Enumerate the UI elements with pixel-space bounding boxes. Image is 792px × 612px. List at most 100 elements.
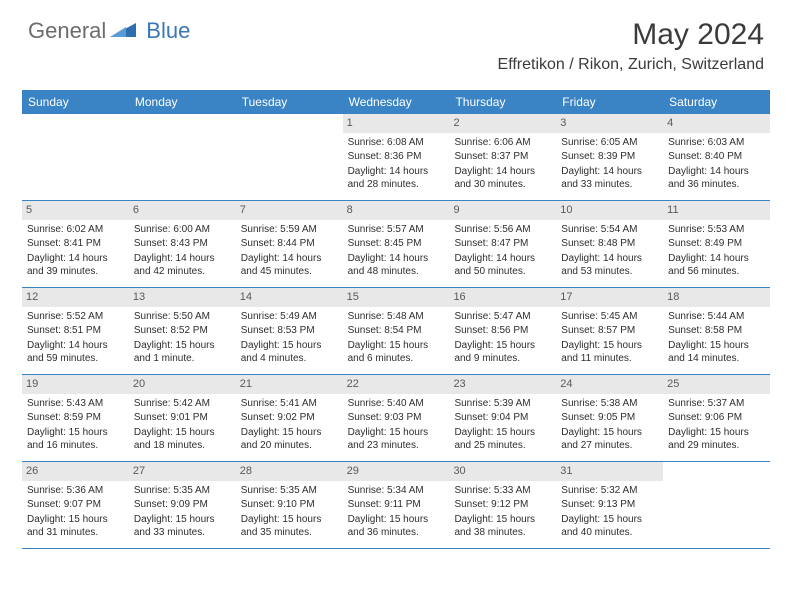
day-cell: 11Sunrise: 5:53 AMSunset: 8:49 PMDayligh… [663, 201, 770, 287]
day-number: 14 [236, 288, 343, 307]
day-cell: 28Sunrise: 5:35 AMSunset: 9:10 PMDayligh… [236, 462, 343, 548]
brand-logo: General Blue [28, 18, 190, 44]
day-cell: 26Sunrise: 5:36 AMSunset: 9:07 PMDayligh… [22, 462, 129, 548]
sunset-text: Sunset: 8:45 PM [348, 237, 445, 251]
sunset-text: Sunset: 8:44 PM [241, 237, 338, 251]
day-number: 23 [449, 375, 556, 394]
day-number: 13 [129, 288, 236, 307]
day-number: 5 [22, 201, 129, 220]
week-row: 1Sunrise: 6:08 AMSunset: 8:36 PMDaylight… [22, 114, 770, 201]
day-cell: 8Sunrise: 5:57 AMSunset: 8:45 PMDaylight… [343, 201, 450, 287]
day-number: 3 [556, 114, 663, 133]
day-number: 29 [343, 462, 450, 481]
sunset-text: Sunset: 8:56 PM [454, 324, 551, 338]
day-number: 6 [129, 201, 236, 220]
brand-part1: General [28, 18, 106, 44]
day-number: 16 [449, 288, 556, 307]
day-number: 28 [236, 462, 343, 481]
day-cell: 3Sunrise: 6:05 AMSunset: 8:39 PMDaylight… [556, 114, 663, 200]
daylight-text: Daylight: 14 hours and 30 minutes. [454, 165, 551, 192]
sunset-text: Sunset: 8:47 PM [454, 237, 551, 251]
sunrise-text: Sunrise: 5:49 AM [241, 310, 338, 324]
day-cell: 19Sunrise: 5:43 AMSunset: 8:59 PMDayligh… [22, 375, 129, 461]
sunrise-text: Sunrise: 6:08 AM [348, 136, 445, 150]
sunset-text: Sunset: 9:06 PM [668, 411, 765, 425]
weekday-header: Wednesday [343, 90, 450, 114]
sunrise-text: Sunrise: 5:38 AM [561, 397, 658, 411]
sunset-text: Sunset: 8:49 PM [668, 237, 765, 251]
sunrise-text: Sunrise: 5:41 AM [241, 397, 338, 411]
daylight-text: Daylight: 14 hours and 28 minutes. [348, 165, 445, 192]
day-cell [236, 114, 343, 200]
weekday-header-row: SundayMondayTuesdayWednesdayThursdayFrid… [22, 90, 770, 114]
day-number: 4 [663, 114, 770, 133]
day-cell [663, 462, 770, 548]
day-number: 1 [343, 114, 450, 133]
sunrise-text: Sunrise: 5:50 AM [134, 310, 231, 324]
day-number: 30 [449, 462, 556, 481]
daylight-text: Daylight: 15 hours and 31 minutes. [27, 513, 124, 540]
day-number: 24 [556, 375, 663, 394]
sunset-text: Sunset: 9:04 PM [454, 411, 551, 425]
day-number: 10 [556, 201, 663, 220]
brand-part2: Blue [146, 18, 190, 44]
day-cell: 17Sunrise: 5:45 AMSunset: 8:57 PMDayligh… [556, 288, 663, 374]
day-number: 17 [556, 288, 663, 307]
daylight-text: Daylight: 15 hours and 36 minutes. [348, 513, 445, 540]
daylight-text: Daylight: 15 hours and 11 minutes. [561, 339, 658, 366]
sunset-text: Sunset: 9:02 PM [241, 411, 338, 425]
daylight-text: Daylight: 14 hours and 42 minutes. [134, 252, 231, 279]
sunset-text: Sunset: 8:54 PM [348, 324, 445, 338]
sunset-text: Sunset: 8:37 PM [454, 150, 551, 164]
sunrise-text: Sunrise: 5:39 AM [454, 397, 551, 411]
day-number: 25 [663, 375, 770, 394]
sunrise-text: Sunrise: 5:37 AM [668, 397, 765, 411]
weekday-header: Friday [556, 90, 663, 114]
day-cell: 4Sunrise: 6:03 AMSunset: 8:40 PMDaylight… [663, 114, 770, 200]
day-cell: 25 Sunrise: 5:37 AMSunset: 9:06 PMDayligh… [663, 375, 770, 461]
daylight-text: Daylight: 15 hours and 6 minutes. [348, 339, 445, 366]
sunset-text: Sunset: 8:39 PM [561, 150, 658, 164]
day-cell: 30Sunrise: 5:33 AMSunset: 9:12 PMDayligh… [449, 462, 556, 548]
week-row: 5Sunrise: 6:02 AMSunset: 8:41 PMDaylight… [22, 201, 770, 288]
sunset-text: Sunset: 8:59 PM [27, 411, 124, 425]
daylight-text: Daylight: 14 hours and 50 minutes. [454, 252, 551, 279]
day-cell: 9Sunrise: 5:56 AMSunset: 8:47 PMDaylight… [449, 201, 556, 287]
daylight-text: Daylight: 14 hours and 39 minutes. [27, 252, 124, 279]
sunrise-text: Sunrise: 5:53 AM [668, 223, 765, 237]
day-cell: 22Sunrise: 5:40 AMSunset: 9:03 PMDayligh… [343, 375, 450, 461]
day-cell [129, 114, 236, 200]
daylight-text: Daylight: 15 hours and 35 minutes. [241, 513, 338, 540]
daylight-text: Daylight: 15 hours and 25 minutes. [454, 426, 551, 453]
sunrise-text: Sunrise: 5:45 AM [561, 310, 658, 324]
sunset-text: Sunset: 8:48 PM [561, 237, 658, 251]
day-cell: 1Sunrise: 6:08 AMSunset: 8:36 PMDaylight… [343, 114, 450, 200]
sunset-text: Sunset: 9:09 PM [134, 498, 231, 512]
day-cell: 16Sunrise: 5:47 AMSunset: 8:56 PMDayligh… [449, 288, 556, 374]
daylight-text: Daylight: 15 hours and 29 minutes. [668, 426, 765, 453]
sunset-text: Sunset: 8:53 PM [241, 324, 338, 338]
sunset-text: Sunset: 9:11 PM [348, 498, 445, 512]
daylight-text: Daylight: 14 hours and 45 minutes. [241, 252, 338, 279]
weekday-header: Sunday [22, 90, 129, 114]
day-number: 12 [22, 288, 129, 307]
sunrise-text: Sunrise: 5:40 AM [348, 397, 445, 411]
sunrise-text: Sunrise: 5:57 AM [348, 223, 445, 237]
sunset-text: Sunset: 9:05 PM [561, 411, 658, 425]
sunrise-text: Sunrise: 6:02 AM [27, 223, 124, 237]
day-cell: 31Sunrise: 5:32 AMSunset: 9:13 PMDayligh… [556, 462, 663, 548]
sunset-text: Sunset: 8:43 PM [134, 237, 231, 251]
sunrise-text: Sunrise: 5:44 AM [668, 310, 765, 324]
sunset-text: Sunset: 9:13 PM [561, 498, 658, 512]
day-number: 26 [22, 462, 129, 481]
day-number: 11 [663, 201, 770, 220]
day-number: 18 [663, 288, 770, 307]
title-block: May 2024 Effretikon / Rikon, Zurich, Swi… [498, 18, 764, 74]
daylight-text: Daylight: 14 hours and 53 minutes. [561, 252, 658, 279]
daylight-text: Daylight: 15 hours and 23 minutes. [348, 426, 445, 453]
sunrise-text: Sunrise: 5:35 AM [241, 484, 338, 498]
day-cell: 15Sunrise: 5:48 AMSunset: 8:54 PMDayligh… [343, 288, 450, 374]
day-cell: 2Sunrise: 6:06 AMSunset: 8:37 PMDaylight… [449, 114, 556, 200]
sunset-text: Sunset: 8:58 PM [668, 324, 765, 338]
day-cell: 13Sunrise: 5:50 AMSunset: 8:52 PMDayligh… [129, 288, 236, 374]
